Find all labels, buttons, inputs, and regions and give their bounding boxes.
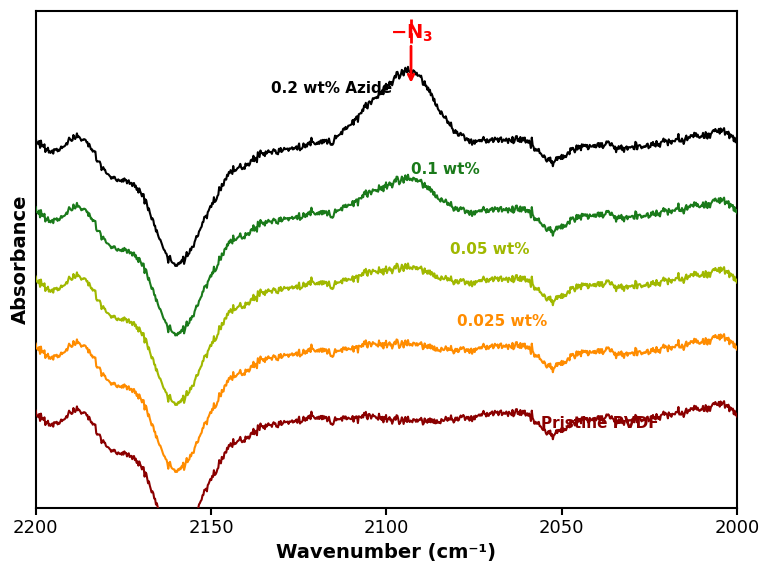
- Text: 0.1 wt%: 0.1 wt%: [411, 163, 480, 178]
- Text: 0.05 wt%: 0.05 wt%: [449, 242, 529, 257]
- Y-axis label: Absorbance: Absorbance: [11, 195, 30, 324]
- Text: 0.025 wt%: 0.025 wt%: [456, 314, 547, 329]
- Text: $\mathbf{-N_3}$: $\mathbf{-N_3}$: [390, 23, 433, 44]
- Text: 0.2 wt% Azide: 0.2 wt% Azide: [271, 81, 392, 96]
- Text: Pristine PVDF: Pristine PVDF: [540, 415, 658, 431]
- X-axis label: Wavenumber (cm⁻¹): Wavenumber (cm⁻¹): [277, 543, 497, 562]
